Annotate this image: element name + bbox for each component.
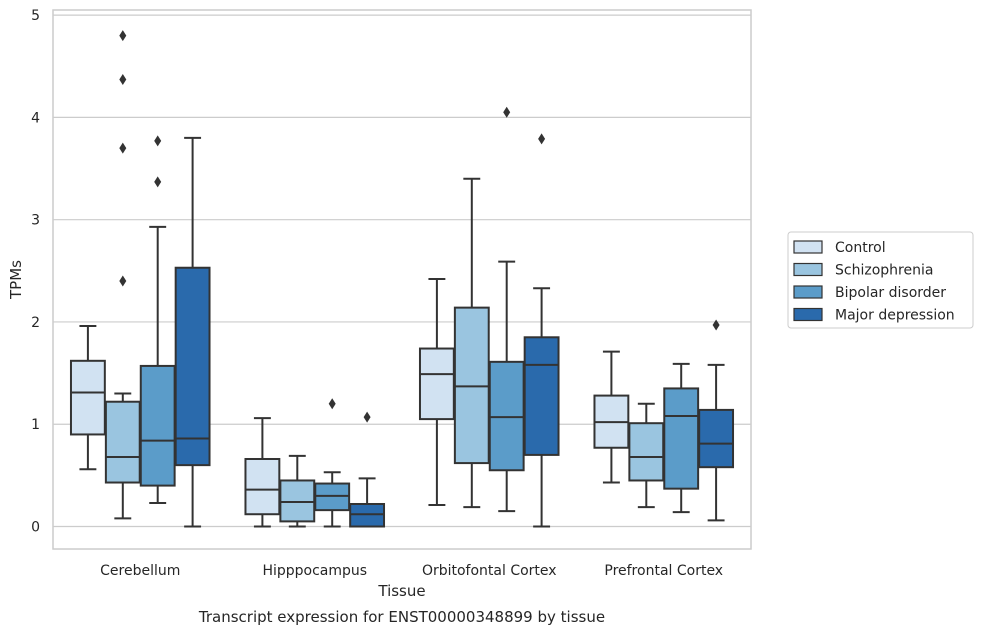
box-group <box>104 30 141 520</box>
box <box>453 306 490 465</box>
outlier-point <box>119 142 127 154</box>
outlier-point <box>154 176 162 188</box>
outlier-point <box>119 30 127 42</box>
chart-caption: Transcript expression for ENST0000034889… <box>198 608 605 626</box>
y-tick-label: 5 <box>31 8 40 24</box>
x-axis-label: Tissue <box>377 582 425 600</box>
outlier-point <box>712 319 720 331</box>
box-group <box>488 106 525 513</box>
x-tick-label: Cerebellum <box>100 563 180 579</box>
x-tick-label: Prefrontal Cortex <box>604 563 723 579</box>
y-tick-label: 2 <box>31 315 40 331</box>
box-group <box>349 411 386 528</box>
plot-frame <box>52 9 752 550</box>
outlier-point <box>328 398 336 410</box>
legend: Control Schizophrenia Bipolar disorder Majo… <box>787 231 974 329</box>
box <box>69 359 106 436</box>
box-group <box>453 177 490 509</box>
box <box>698 408 735 469</box>
outlier-point <box>119 275 127 287</box>
legend-swatch <box>793 262 823 277</box>
x-tick-labels: Cerebellum Hipppocampus Orbitofontal Corte… <box>100 563 723 579</box>
box <box>628 422 665 482</box>
box-group <box>139 135 176 504</box>
box <box>418 347 455 421</box>
box <box>244 457 281 516</box>
legend-swatch <box>793 307 823 322</box>
legend-label: Major depression <box>835 308 955 324</box>
legend-label: Schizophrenia <box>835 263 933 279</box>
legend-label: Bipolar disorder <box>835 285 946 301</box>
box-group <box>418 277 455 507</box>
box <box>314 482 351 512</box>
legend-swatch <box>793 240 823 254</box>
legend-swatch <box>793 285 823 299</box>
y-tick-label: 0 <box>31 519 40 535</box>
box <box>488 360 525 472</box>
outlier-point <box>503 106 511 118</box>
box-group <box>314 398 351 528</box>
outlier-point <box>538 133 546 145</box>
outlier-point <box>363 411 371 423</box>
y-tick-labels: 0 1 2 3 4 5 <box>31 8 40 535</box>
box <box>139 364 176 487</box>
y-tick-label: 3 <box>31 213 40 229</box>
box <box>663 387 700 490</box>
box-group <box>698 319 735 522</box>
box-group <box>279 454 316 528</box>
x-tick-label: Orbitofontal Cortex <box>422 563 557 579</box>
x-tick-label: Hipppocampus <box>262 563 367 579</box>
box <box>104 400 141 484</box>
box <box>523 336 560 456</box>
box-group <box>174 136 211 528</box>
box-group <box>593 350 630 484</box>
y-tick-label: 1 <box>31 417 40 433</box>
box-series <box>69 30 735 528</box>
box-group <box>663 362 700 514</box>
box <box>174 266 211 467</box>
legend-label: Control <box>835 240 886 256</box>
y-axis-label: TPMs <box>7 260 25 300</box>
y-tick-label: 4 <box>31 110 40 126</box>
outlier-point <box>154 135 162 147</box>
box-group <box>628 402 665 509</box>
box <box>279 479 316 523</box>
box-group <box>523 133 560 528</box>
outlier-point <box>119 74 127 86</box>
box-group <box>244 417 281 528</box>
legend-frame <box>787 231 974 329</box>
box <box>349 502 386 528</box>
box-group <box>69 325 106 471</box>
legend-items: Control Schizophrenia Bipolar disorder Majo… <box>793 240 955 324</box>
